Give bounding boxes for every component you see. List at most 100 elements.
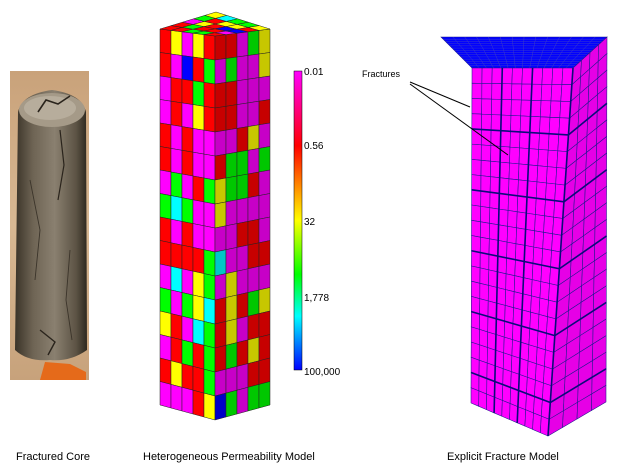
permeability-cell [225, 342, 238, 370]
permeability-cell [170, 266, 183, 293]
permeability-cell [247, 242, 260, 270]
permeability-colorbar: 0.01 0.56 32 1,778 100,000 [293, 67, 341, 378]
permeability-cell [159, 240, 172, 267]
permeability-cell [247, 124, 260, 151]
permeability-cell [258, 99, 271, 126]
fracture-model-cell [532, 412, 542, 434]
permeability-cell [203, 153, 216, 181]
fracture-model-cell [531, 67, 543, 85]
fracture-model-cell [499, 146, 511, 164]
fracture-model-cell [481, 67, 493, 84]
fracture-model-cell [524, 228, 535, 248]
permeability-cell [170, 336, 183, 364]
permeability-cell [181, 363, 194, 391]
fracture-model-cell [527, 164, 539, 183]
permeability-cell [159, 287, 172, 314]
fracture-model-cell [539, 281, 550, 301]
fracture-model-cell [521, 67, 533, 85]
fracture-model-cell [471, 143, 482, 161]
permeability-cell [192, 175, 205, 203]
permeability-cell [203, 82, 216, 109]
permeability-cell [159, 28, 172, 55]
fracture-model-cell [517, 179, 528, 198]
permeability-cell [181, 244, 194, 272]
fracture-model-cell [508, 162, 520, 181]
fracture-model-cell [500, 99, 512, 116]
fracture-model-cell [591, 384, 607, 411]
permeability-cell [258, 216, 271, 244]
fracture-model-cell [509, 146, 520, 165]
fracture-model-cell [536, 165, 548, 184]
permeability-cell [236, 78, 249, 105]
fracture-model-cell [527, 344, 538, 365]
fracture-model-cell [499, 177, 510, 195]
permeability-cell [214, 106, 227, 133]
permeability-cell [258, 381, 271, 409]
permeability-cell [214, 129, 227, 157]
caption-fractured-core: Fractured Core [16, 451, 90, 463]
fracture-model-cell [531, 279, 542, 299]
fracture-model-cell [480, 221, 490, 240]
fracture-model-cell [550, 84, 563, 102]
fracture-model-cell [494, 349, 504, 370]
permeability-cell [159, 263, 172, 291]
permeability-cell [181, 197, 194, 224]
fracture-model-cell [487, 285, 498, 304]
fracture-model-cell [505, 273, 516, 293]
permeability-cell [236, 363, 249, 391]
fracture-model-cell [519, 131, 531, 149]
permeability-cell [258, 122, 271, 149]
fracture-model-cell [543, 215, 554, 235]
permeability-cell [203, 321, 216, 349]
fracture-model-cell [495, 334, 505, 354]
permeability-cell [247, 360, 260, 388]
fracture-model-cell [497, 240, 508, 259]
permeability-cell [258, 52, 271, 78]
permeability-cell [181, 339, 194, 367]
permeability-cell [225, 199, 238, 227]
permeability-cell [203, 106, 216, 133]
fracture-model-cell [505, 257, 516, 277]
fracture-model-cell [502, 352, 513, 372]
caption-fracture-model: Explicit Fracture Model [447, 451, 559, 463]
permeability-cell [214, 34, 227, 61]
fracture-model-cell [532, 246, 543, 266]
fracture-model-cell [537, 314, 548, 334]
fracture-model-cell [479, 236, 490, 255]
fracture-model-cell [488, 269, 498, 288]
fracture-model-cell [528, 132, 540, 150]
fracture-model-cell [522, 277, 533, 297]
colorbar-tick-label: 1,778 [304, 293, 329, 304]
fracture-model-cell [491, 67, 503, 84]
permeability-cell [236, 126, 249, 153]
permeability-cell [203, 177, 216, 205]
permeability-cell [181, 315, 194, 343]
permeability-cell [192, 151, 205, 179]
fracture-model-cell [541, 248, 552, 268]
permeability-cell [247, 384, 260, 412]
fracture-model-cell [479, 282, 489, 302]
fracture-model-cell [481, 98, 492, 115]
permeability-cell [236, 268, 249, 296]
fracture-model-cell [489, 176, 500, 194]
fracture-model-cell [489, 207, 500, 226]
fracture-model-cell [545, 182, 556, 201]
fracture-model-cell [481, 83, 493, 100]
fracture-model-cell [510, 115, 521, 133]
fracture-model-cell [546, 166, 557, 185]
permeability-cell [192, 318, 205, 346]
fracture-line [558, 235, 607, 270]
permeability-cell [181, 102, 194, 129]
permeability-cell [159, 334, 172, 362]
fracture-model-cell [523, 245, 535, 264]
fracture-model-cell [471, 128, 482, 146]
fracture-model-cell [521, 293, 532, 313]
colorbar-tick-label: 0.56 [304, 141, 324, 152]
fracture-line [471, 249, 560, 270]
permeability-cell [258, 310, 271, 338]
fracture-model-cell [540, 100, 552, 118]
fracture-model-cell [471, 235, 481, 253]
fracture-model-cell [480, 159, 491, 178]
fracture-model-cell [471, 98, 483, 115]
fracture-model-cell [515, 243, 526, 262]
